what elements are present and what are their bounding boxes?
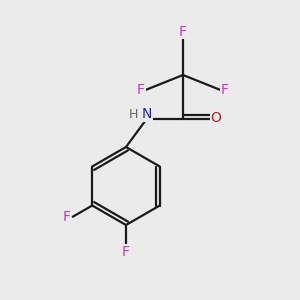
Text: F: F <box>137 83 145 97</box>
Text: F: F <box>221 83 229 97</box>
Text: O: O <box>211 112 221 125</box>
Text: N: N <box>142 107 152 121</box>
Text: F: F <box>122 245 130 259</box>
Text: F: F <box>63 210 71 224</box>
Text: H: H <box>129 107 138 121</box>
Text: F: F <box>179 25 187 38</box>
